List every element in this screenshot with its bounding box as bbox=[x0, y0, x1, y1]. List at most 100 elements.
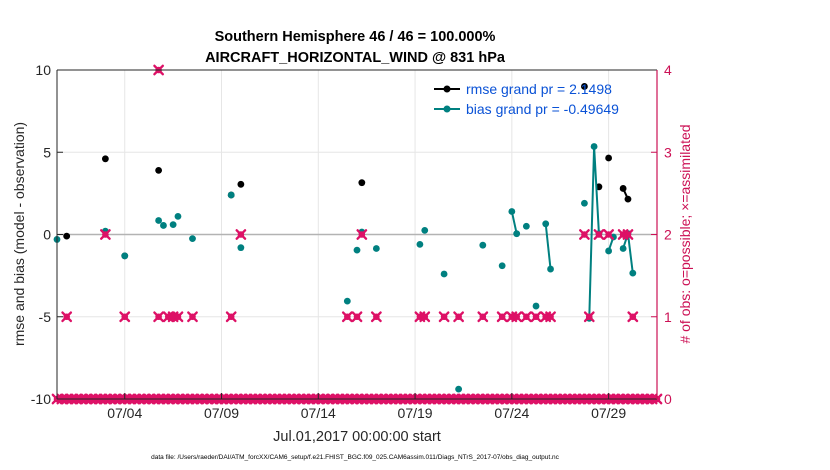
bias-point bbox=[416, 240, 424, 248]
obs-count-marker bbox=[438, 311, 450, 323]
x-tick-label: 07/09 bbox=[204, 405, 239, 421]
bias-point bbox=[372, 245, 380, 252]
obs-possible-dot bbox=[629, 313, 637, 321]
y-left-tick-label: 5 bbox=[43, 144, 51, 160]
rmse-point bbox=[155, 166, 163, 174]
obs-count-marker bbox=[119, 311, 131, 323]
chart-title-line1: Southern Hemisphere 46 / 46 = 100.000% bbox=[215, 29, 496, 45]
obs-possible-dot bbox=[595, 231, 603, 238]
obs-possible-dot bbox=[498, 313, 506, 321]
y-right-tick-label: 3 bbox=[664, 144, 672, 160]
obs-count-marker bbox=[593, 229, 605, 240]
y-right-tick-label: 0 bbox=[664, 391, 672, 407]
bias-line-segment bbox=[510, 211, 518, 234]
obs-possible-dot bbox=[605, 231, 612, 238]
obs-possible-dot bbox=[547, 313, 554, 321]
legend-bias-marker bbox=[443, 105, 451, 113]
bias-point bbox=[547, 265, 554, 273]
obs-possible-dot bbox=[440, 313, 448, 321]
obs-count-marker bbox=[579, 229, 590, 240]
rmse-point bbox=[358, 179, 366, 187]
bias-point bbox=[121, 252, 129, 260]
bias-point bbox=[227, 191, 235, 199]
y-right-tick-label: 1 bbox=[664, 309, 672, 325]
obs-count-marker bbox=[351, 311, 363, 323]
obs-count-marker bbox=[520, 311, 532, 323]
bias-point bbox=[189, 235, 196, 243]
obs-count-marker bbox=[583, 311, 595, 323]
bias-point bbox=[455, 385, 463, 393]
bias-point bbox=[353, 246, 361, 254]
bias-point bbox=[160, 222, 167, 229]
chart-titles: Southern Hemisphere 46 / 46 = 100.000% A… bbox=[205, 29, 506, 66]
rmse-point bbox=[605, 154, 613, 162]
obs-possible-dot bbox=[624, 231, 632, 238]
bias-point bbox=[440, 270, 448, 278]
y-left-tick-label: 10 bbox=[35, 62, 51, 78]
rmse-point bbox=[624, 195, 632, 203]
obs-count-marker bbox=[545, 311, 556, 323]
y-axis-label-right: # of obs: o=possible; ×=assimilated bbox=[677, 124, 693, 343]
obs-possible-dot bbox=[121, 313, 129, 321]
rmse-point bbox=[581, 83, 588, 90]
rmse-point bbox=[237, 180, 245, 188]
obs-possible-dot bbox=[63, 313, 70, 321]
legend: rmse grand pr = 2.1498 bias grand pr = -… bbox=[434, 81, 619, 117]
obs-count-marker bbox=[627, 311, 639, 323]
obs-possible-dot bbox=[344, 313, 351, 321]
obs-possible-dot bbox=[455, 313, 462, 321]
obs-possible-dot bbox=[353, 313, 361, 321]
obs-possible-dot bbox=[189, 313, 196, 321]
obs-possible-dot bbox=[523, 313, 530, 321]
obs-count-marker bbox=[419, 311, 431, 323]
legend-entry-rmse: rmse grand pr = 2.1498 bbox=[434, 81, 612, 97]
bias-point bbox=[629, 269, 637, 277]
rmse-point bbox=[101, 155, 109, 163]
bias-point bbox=[522, 222, 530, 230]
y-right-tick-label: 2 bbox=[664, 227, 672, 243]
obs-possible-dot bbox=[227, 313, 235, 321]
y-left-tick-label: 0 bbox=[43, 227, 51, 243]
obs-possible-dot bbox=[585, 313, 593, 321]
bias-line-segment bbox=[544, 223, 552, 270]
obs-count-marker bbox=[341, 311, 353, 323]
bias-point bbox=[155, 217, 163, 224]
obs-count-marker bbox=[61, 311, 73, 323]
x-tick-label: 07/24 bbox=[494, 405, 529, 421]
tick-labels: 07/04 07/09 07/14 07/19 07/24 07/29 -10 -5 0 5 10 0… bbox=[31, 62, 672, 421]
obs-count-marker bbox=[622, 229, 634, 240]
legend-entry-bias: bias grand pr = -0.49649 bbox=[434, 101, 619, 117]
bias-series bbox=[53, 143, 637, 393]
y-right-tick-label: 4 bbox=[664, 62, 672, 78]
y-left-tick-label: -10 bbox=[31, 391, 51, 407]
obs-possible-dot bbox=[532, 313, 540, 321]
axes bbox=[56, 69, 658, 400]
bias-point bbox=[605, 247, 613, 255]
obs-count-marker bbox=[187, 311, 198, 323]
obs-count-marker bbox=[453, 311, 465, 323]
y-axis-label-left: rmse and bias (model - observation) bbox=[11, 122, 27, 346]
bias-point bbox=[237, 244, 245, 252]
obs-count-marker bbox=[477, 311, 489, 323]
x-tick-label: 07/29 bbox=[591, 405, 626, 421]
obs-possible-dot bbox=[373, 313, 380, 321]
legend-rmse-marker bbox=[443, 85, 451, 93]
bias-point bbox=[343, 297, 351, 305]
rmse-point bbox=[619, 185, 627, 192]
bias-point bbox=[590, 143, 598, 150]
bias-point bbox=[421, 226, 429, 234]
obs-count-marker bbox=[235, 229, 247, 240]
y-left-tick-label: -5 bbox=[39, 309, 52, 325]
rmse-point bbox=[63, 232, 71, 240]
obs-possible-dot bbox=[421, 313, 429, 321]
bias-point bbox=[542, 220, 550, 228]
obs-possible-dot bbox=[155, 313, 162, 321]
bias-point bbox=[174, 213, 182, 220]
obs-count-marker bbox=[356, 229, 368, 240]
obs-possible-dot bbox=[581, 231, 588, 238]
rmse-series bbox=[63, 83, 632, 260]
obs-count-marker bbox=[496, 311, 508, 323]
obs-possible-dot bbox=[358, 231, 366, 238]
data-file-footnote: data file: /Users/raeder/DAI/ATM_forcXX/… bbox=[151, 454, 560, 461]
